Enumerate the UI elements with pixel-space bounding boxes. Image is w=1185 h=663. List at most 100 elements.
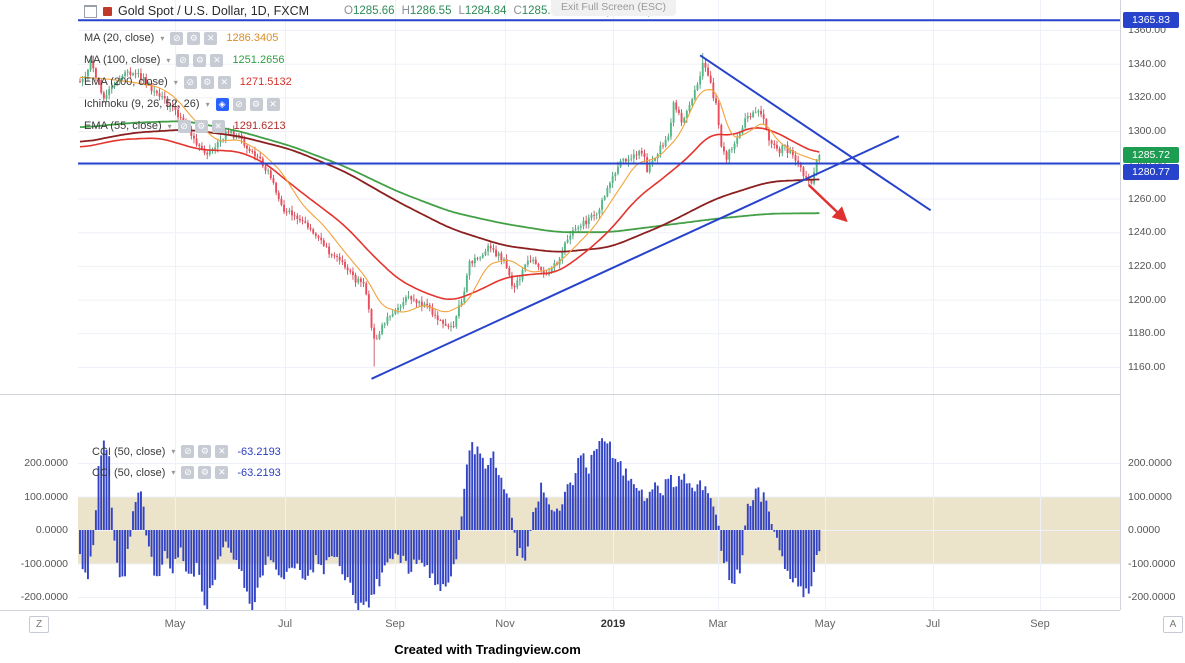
hide-button[interactable]: ⊘ — [181, 445, 195, 458]
price-axis-label: 1340.00 — [1128, 57, 1166, 70]
time-axis-label: Sep — [1030, 618, 1050, 630]
indicator-value: 1291.6213 — [233, 120, 286, 132]
hide-button[interactable]: ⊘ — [176, 53, 190, 67]
drawings[interactable] — [78, 19, 1120, 380]
ema-55-line — [79, 127, 820, 301]
settings-button[interactable]: ⚙ — [193, 53, 207, 67]
ohlc-letter: C — [513, 5, 522, 17]
candlestick-series — [79, 53, 821, 367]
time-axis-label: Sep — [385, 618, 405, 630]
price-axis-label: 1200.00 — [1128, 293, 1166, 306]
indicator-label[interactable]: CCI (50, close) — [92, 466, 166, 479]
chevron-down-icon[interactable]: ▾ — [173, 77, 178, 87]
cci-left-scale[interactable]: 200.0000 100.0000 0.0000 -100.0000 -200.0000 — [0, 395, 74, 610]
cci-pane[interactable] — [78, 395, 1120, 610]
settings-button[interactable]: ⚙ — [198, 445, 212, 458]
time-axis-label: Jul — [277, 618, 293, 630]
settings-button[interactable]: ⚙ — [194, 119, 208, 133]
ohlc-letter: O — [344, 5, 353, 17]
chevron-down-icon[interactable]: ▾ — [167, 121, 172, 131]
ohlc-value: 1285.66 — [353, 5, 395, 17]
time-axis-label: Jul — [925, 618, 941, 630]
cci-axis-label: -200.0000 — [1128, 591, 1176, 603]
cci-histogram — [79, 438, 821, 610]
price-badge: 1280.77 — [1123, 164, 1179, 181]
indicator-label[interactable]: MA (100, close) — [84, 54, 161, 66]
time-axis-label: May — [164, 618, 186, 630]
time-axis-label: May — [814, 618, 836, 630]
delete-button[interactable]: ✕ — [215, 445, 229, 458]
cci-axis-label: -100.0000 — [1128, 557, 1176, 570]
delete-button[interactable]: ✕ — [211, 119, 225, 133]
delete-button[interactable]: ✕ — [215, 466, 229, 479]
settings-button[interactable]: ⚙ — [198, 466, 212, 479]
arrow-drawing — [807, 184, 848, 223]
hide-button[interactable]: ⊘ — [181, 466, 195, 479]
chevron-down-icon[interactable]: ▾ — [205, 99, 210, 109]
chevron-down-icon[interactable]: ▾ — [166, 55, 171, 65]
hide-button[interactable]: ⊘ — [232, 97, 246, 111]
settings-button[interactable]: ⚙ — [200, 75, 214, 89]
layout-icon[interactable] — [84, 4, 97, 18]
indicator-label[interactable]: EMA (200, close) — [84, 76, 168, 88]
hide-button[interactable]: ⊘ — [183, 75, 197, 89]
auto-scale-button[interactable]: A — [1163, 616, 1183, 633]
settings-button[interactable]: ⚙ — [249, 97, 263, 111]
symbol-title[interactable]: Gold Spot / U.S. Dollar, 1D, FXCM — [118, 4, 310, 18]
indicator-row: MA (20, close) ▾ ⊘ ⚙ ✕ 1286.3405 — [84, 27, 292, 49]
chevron-down-icon[interactable]: ▾ — [171, 447, 176, 456]
price-axis-label: 1260.00 — [1128, 192, 1166, 205]
indicator-legend: MA (20, close) ▾ ⊘ ⚙ ✕ 1286.3405 MA (100, clos… — [84, 27, 292, 137]
indicator-row: CCI (50, close) ▾ ⊘ ⚙ ✕ -63.2193 — [92, 462, 281, 483]
time-axis-label: Nov — [495, 618, 515, 630]
price-axis-label: 1300.00 — [1128, 125, 1166, 138]
pane-separator[interactable] — [0, 394, 1120, 395]
price-axis-label: 1240.00 — [1128, 226, 1166, 239]
delete-button[interactable]: ✕ — [204, 31, 218, 45]
delete-button[interactable]: ✕ — [217, 75, 231, 89]
indicator-label[interactable]: MA (20, close) — [84, 32, 155, 44]
delete-button[interactable]: ✕ — [266, 97, 280, 111]
price-axis-label: 1220.00 — [1128, 259, 1166, 272]
indicator-value: 1286.3405 — [226, 32, 279, 44]
style-button[interactable]: ◈ — [215, 97, 229, 111]
time-axis-label: 2019 — [600, 618, 626, 630]
indicator-value: 1251.2656 — [232, 54, 285, 66]
price-axis-label: 1320.00 — [1128, 91, 1166, 104]
indicator-value: -63.2193 — [237, 466, 281, 479]
timezone-button[interactable]: Z — [29, 616, 49, 633]
trend-line — [699, 54, 932, 212]
hide-button[interactable]: ⊘ — [170, 31, 184, 45]
indicator-value: 1271.5132 — [239, 76, 292, 88]
cci-axis-label: 100.0000 — [24, 490, 68, 503]
cci-axis-label: 200.0000 — [24, 457, 68, 469]
indicator-row: Ichimoku (9, 26, 52, 26) ▾ ◈ ⊘ ⚙ ✕ — [84, 93, 292, 115]
chevron-down-icon[interactable]: ▾ — [171, 468, 176, 477]
ohlc-letter: L — [458, 5, 465, 17]
hide-button[interactable]: ⊘ — [177, 119, 191, 133]
indicator-row: EMA (55, close) ▾ ⊘ ⚙ ✕ 1291.6213 — [84, 115, 292, 137]
cci-indicator-legend: CCI (50, close) ▾ ⊘ ⚙ ✕ -63.2193 CCI (50, clos… — [92, 441, 281, 483]
time-axis-label: Mar — [708, 618, 728, 630]
ohlc-value: 1286.55 — [409, 5, 452, 17]
indicator-label[interactable]: CCI (50, close) — [92, 445, 166, 458]
cci-axis-label: 0.0000 — [1128, 524, 1161, 536]
indicator-value: -63.2193 — [237, 445, 281, 458]
delete-button[interactable]: ✕ — [210, 53, 224, 67]
time-scale[interactable]: May Jul Sep Nov 2019 Mar May Jul Sep — [0, 610, 1120, 641]
trend-line — [371, 135, 900, 380]
indicator-label[interactable]: Ichimoku (9, 26, 52, 26) — [84, 98, 200, 110]
cci-axis-label: 100.0000 — [1128, 490, 1172, 503]
indicator-row: EMA (200, close) ▾ ⊘ ⚙ ✕ 1271.5132 — [84, 71, 292, 93]
exit-fullscreen-tooltip: Exit Full Screen (ESC) — [551, 0, 677, 16]
cci-axis-label: -100.0000 — [20, 557, 68, 570]
cci-axis-label: 200.0000 — [1128, 457, 1172, 469]
settings-button[interactable]: ⚙ — [187, 31, 201, 45]
indicator-row: CCI (50, close) ▾ ⊘ ⚙ ✕ -63.2193 — [92, 441, 281, 462]
indicator-label[interactable]: EMA (55, close) — [84, 120, 162, 132]
price-scale[interactable]: 1360.001340.001320.001300.001280.001260.… — [1120, 0, 1185, 610]
symbol-logo-icon — [103, 6, 112, 16]
chevron-down-icon[interactable]: ▾ — [160, 33, 165, 43]
price-axis-label: 1160.00 — [1128, 361, 1166, 373]
